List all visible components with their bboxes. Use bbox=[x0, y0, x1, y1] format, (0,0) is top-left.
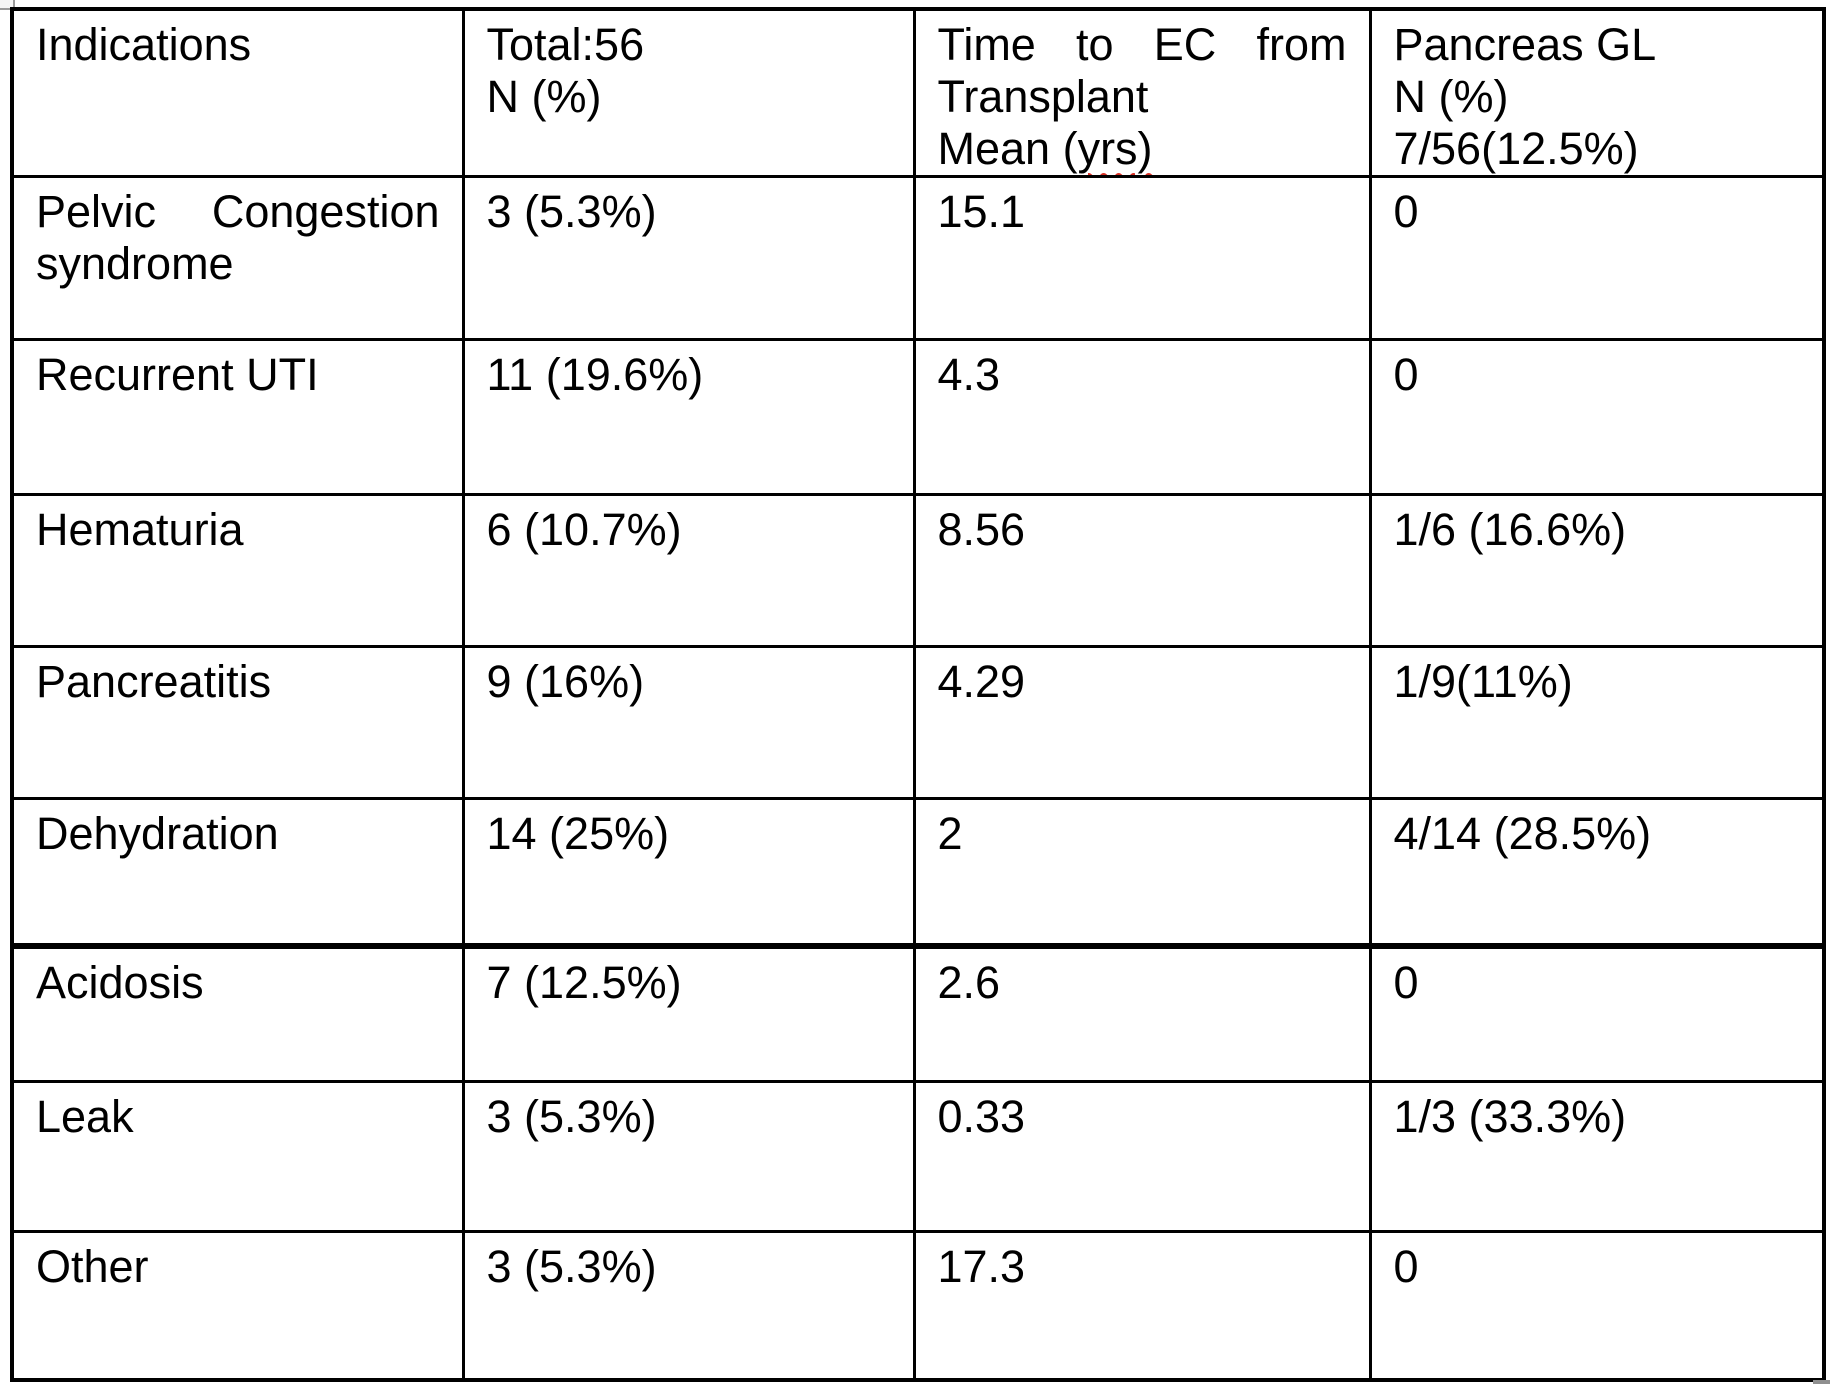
text-line: 0 bbox=[1393, 1241, 1419, 1292]
cell-pancreas-gl[interactable]: 0 bbox=[1368, 1230, 1826, 1381]
text-line: 4.29 bbox=[937, 656, 1026, 707]
text-line: 7/56(12.5%) bbox=[1393, 123, 1639, 174]
text-line: 7 (12.5%) bbox=[486, 956, 682, 1008]
text-line: 4.3 bbox=[937, 349, 1001, 400]
text-line: Dehydration bbox=[36, 808, 279, 859]
text-plain: Mean bbox=[937, 123, 1063, 174]
table-handle-fragment bbox=[0, 0, 15, 10]
cell-total[interactable]: 3 (5.3%) bbox=[461, 1230, 916, 1381]
text-line: 4/14 (28.5%) bbox=[1393, 808, 1652, 859]
table-body: Pelvic Congestion syndrome 3 (5.3%) 15.1 0 Re… bbox=[10, 175, 1826, 1381]
cell-total[interactable]: 11 (19.6%) bbox=[461, 338, 916, 496]
cell-indication[interactable]: Dehydration bbox=[10, 797, 465, 949]
text-line: Pelvic Congestion bbox=[36, 186, 440, 237]
table-row: Acidosis 7 (12.5%) 2.6 0 bbox=[10, 944, 1826, 1083]
header-row: Indications Total:56 N (%) Time to EC from T… bbox=[10, 7, 1826, 178]
text-line: Leak bbox=[36, 1091, 134, 1142]
cell-time-to-ec[interactable]: 4.29 bbox=[912, 645, 1372, 800]
cell-total[interactable]: 7 (12.5%) bbox=[461, 944, 916, 1083]
cell-pancreas-gl[interactable]: 1/3 (33.3%) bbox=[1368, 1080, 1826, 1233]
table-row: Pancreatitis 9 (16%) 4.29 1/9(11%) bbox=[10, 645, 1826, 800]
text-line: 6 (10.7%) bbox=[486, 504, 682, 555]
text-line: 2 bbox=[937, 808, 963, 859]
cell-indication[interactable]: Pelvic Congestion syndrome bbox=[10, 175, 465, 341]
cell-indication[interactable]: Hematuria bbox=[10, 493, 465, 648]
table-row: Leak 3 (5.3%) 0.33 1/3 (33.3%) bbox=[10, 1080, 1826, 1233]
text-line: N (%) bbox=[1393, 71, 1509, 122]
text-line: Indications bbox=[36, 19, 252, 70]
text-line: 1/9(11%) bbox=[1393, 656, 1573, 707]
cell-pancreas-gl[interactable]: 0 bbox=[1368, 175, 1826, 341]
text-line: 0 bbox=[1393, 349, 1419, 400]
text-line: Recurrent UTI bbox=[36, 349, 319, 400]
cell-indication[interactable]: Other bbox=[10, 1230, 465, 1381]
cell-pancreas-gl[interactable]: 0 bbox=[1368, 338, 1826, 496]
spellcheck-squiggly-text: (yrs) bbox=[1062, 123, 1153, 174]
text-line: 14 (25%) bbox=[486, 808, 670, 859]
text-line: Total:56 bbox=[486, 19, 645, 70]
cell-indication[interactable]: Acidosis bbox=[10, 944, 465, 1083]
text-line: 1/3 (33.3%) bbox=[1393, 1091, 1627, 1142]
text-line: 0 bbox=[1393, 186, 1419, 237]
table-row: Dehydration 14 (25%) 2 4/14 (28.5%) bbox=[10, 797, 1826, 949]
page-artifact-dash bbox=[1813, 1380, 1830, 1384]
cell-pancreas-gl[interactable]: 4/14 (28.5%) bbox=[1368, 797, 1826, 949]
cell-time-to-ec[interactable]: 17.3 bbox=[912, 1230, 1372, 1381]
text-line: Mean (yrs) bbox=[937, 123, 1347, 174]
indications-table: Indications Total:56 N (%) Time to EC from T… bbox=[10, 7, 1826, 1382]
cell-time-to-ec[interactable]: 4.3 bbox=[912, 338, 1372, 496]
cell-pancreas-gl[interactable]: 1/6 (16.6%) bbox=[1368, 493, 1826, 648]
text-line: 3 (5.3%) bbox=[486, 1241, 657, 1292]
table-row: Hematuria 6 (10.7%) 8.56 1/6 (16.6%) bbox=[10, 493, 1826, 648]
text-line: Other bbox=[36, 1241, 149, 1292]
header-cell-indication[interactable]: Indications bbox=[10, 7, 465, 178]
cell-time-to-ec[interactable]: 2 bbox=[912, 797, 1372, 949]
cell-total[interactable]: 3 (5.3%) bbox=[461, 175, 916, 341]
table-header: Indications Total:56 N (%) Time to EC from T… bbox=[10, 7, 1826, 178]
cell-time-to-ec[interactable]: 2.6 bbox=[912, 944, 1372, 1083]
header-cell-pancreas-gl[interactable]: Pancreas GL N (%) 7/56(12.5%) bbox=[1368, 7, 1826, 178]
text-line: 3 (5.3%) bbox=[486, 1091, 657, 1142]
text-line: 2.6 bbox=[937, 956, 1001, 1008]
cell-time-to-ec[interactable]: 15.1 bbox=[912, 175, 1372, 341]
text-line: N (%) bbox=[486, 71, 602, 122]
cell-total[interactable]: 3 (5.3%) bbox=[461, 1080, 916, 1233]
text-line: Transplant bbox=[937, 71, 1149, 122]
cell-indication[interactable]: Pancreatitis bbox=[10, 645, 465, 800]
cell-time-to-ec[interactable]: 0.33 bbox=[912, 1080, 1372, 1233]
cell-indication[interactable]: Recurrent UTI bbox=[10, 338, 465, 496]
text-line: Pancreas GL bbox=[1393, 19, 1657, 70]
table-row: Pelvic Congestion syndrome 3 (5.3%) 15.1 0 bbox=[10, 175, 1826, 341]
text-line: 1/6 (16.6%) bbox=[1393, 504, 1627, 555]
text-line: 17.3 bbox=[937, 1241, 1026, 1292]
text-line: 0 bbox=[1393, 956, 1419, 1008]
cell-pancreas-gl[interactable]: 1/9(11%) bbox=[1368, 645, 1826, 800]
text-line: syndrome bbox=[36, 238, 234, 289]
text-line: 8.56 bbox=[937, 504, 1026, 555]
text-line: Acidosis bbox=[36, 956, 204, 1008]
cell-total[interactable]: 6 (10.7%) bbox=[461, 493, 916, 648]
text-line: 3 (5.3%) bbox=[486, 186, 657, 237]
cell-indication[interactable]: Leak bbox=[10, 1080, 465, 1233]
table-row: Recurrent UTI 11 (19.6%) 4.3 0 bbox=[10, 338, 1826, 496]
header-cell-total[interactable]: Total:56 N (%) bbox=[461, 7, 916, 178]
text-line: 15.1 bbox=[937, 186, 1026, 237]
text-line: 9 (16%) bbox=[486, 656, 645, 707]
cell-time-to-ec[interactable]: 8.56 bbox=[912, 493, 1372, 648]
header-cell-time-to-ec[interactable]: Time to EC from Transplant Mean (yrs) bbox=[912, 7, 1372, 178]
text-line: Pancreatitis bbox=[36, 656, 272, 707]
cell-total[interactable]: 14 (25%) bbox=[461, 797, 916, 949]
cell-pancreas-gl[interactable]: 0 bbox=[1368, 944, 1826, 1083]
text-line: 0.33 bbox=[937, 1091, 1026, 1142]
table-row: Other 3 (5.3%) 17.3 0 bbox=[10, 1230, 1826, 1381]
text-line: Hematuria bbox=[36, 504, 244, 555]
cell-total[interactable]: 9 (16%) bbox=[461, 645, 916, 800]
text-line: 11 (19.6%) bbox=[486, 349, 704, 400]
text-line: Time to EC from bbox=[937, 19, 1347, 70]
